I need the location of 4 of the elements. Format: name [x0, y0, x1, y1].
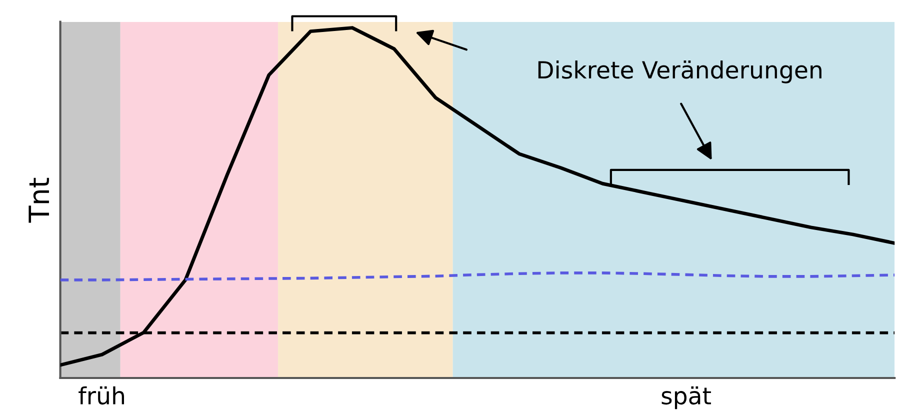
y-axis-title: Tnt — [28, 178, 49, 223]
x-tick-label: früh — [78, 386, 124, 405]
x-tick-label: spät — [662, 386, 711, 410]
annotation: Diskrete Veränderungen — [538, 60, 822, 84]
